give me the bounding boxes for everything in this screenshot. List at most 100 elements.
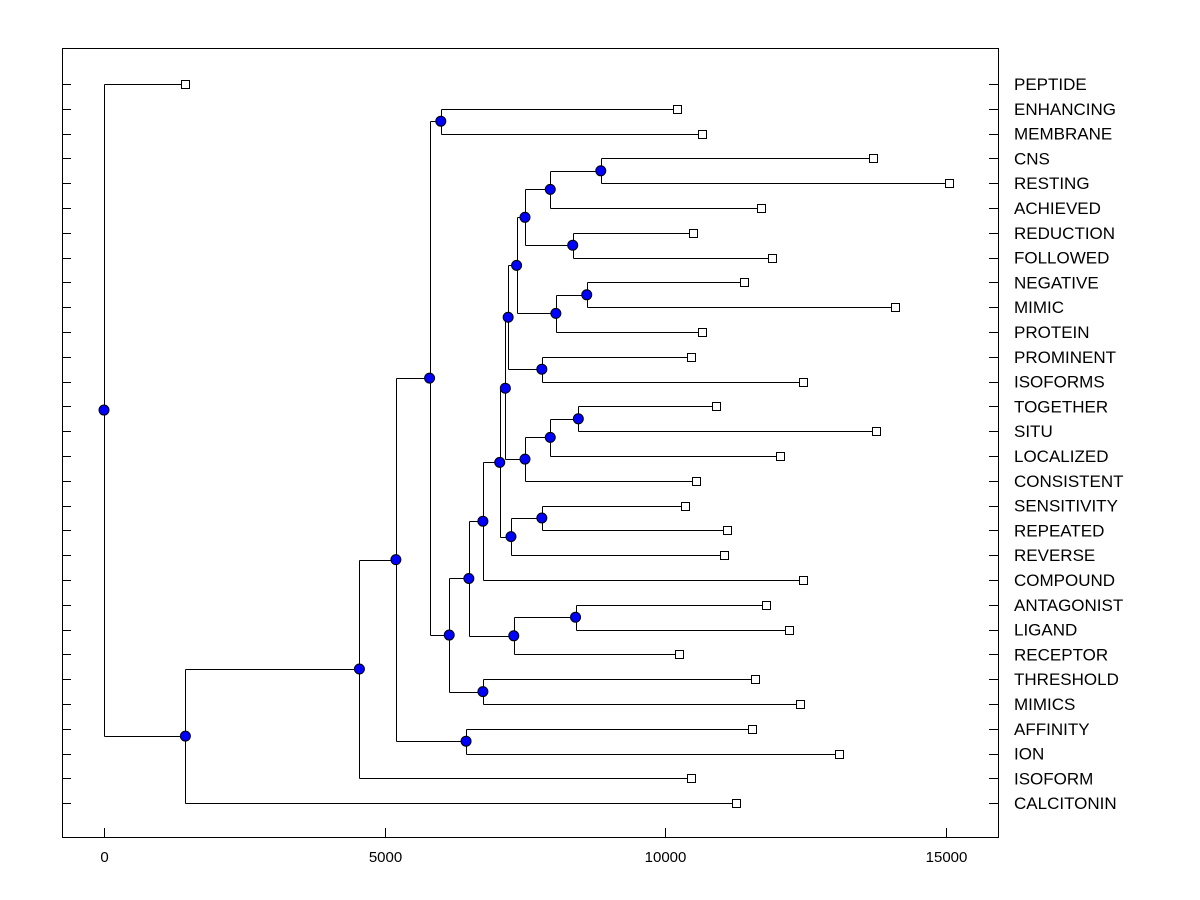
merge-node-n14 — [499, 382, 511, 394]
leaf-label-peptide: PEPTIDE — [1014, 75, 1087, 94]
leaf-marker-consistent — [692, 477, 701, 486]
leaf-marker-situ — [872, 427, 881, 436]
leaf-marker-calcitonin — [732, 799, 741, 808]
leaf-marker-mimics — [796, 700, 805, 709]
leaf-label-cns: CNS — [1014, 149, 1050, 168]
merge-node-n7 — [550, 307, 562, 319]
leaf-label-receptor: RECEPTOR — [1014, 645, 1108, 664]
merge-node-n2 — [595, 165, 607, 177]
leaf-marker-reverse — [720, 551, 729, 560]
x-axis-tick-labels: 0 5000 10000 15000 — [100, 849, 967, 866]
merge-node-n23 — [443, 629, 455, 641]
leaf-label-calcitonin: CALCITONIN — [1014, 794, 1117, 813]
merge-node-n24 — [424, 372, 436, 384]
merge-node-n18 — [477, 515, 489, 527]
merge-node-n13 — [519, 453, 531, 465]
leaf-label-mimics: MIMICS — [1014, 695, 1075, 714]
merge-node-n10 — [502, 311, 514, 323]
leaf-marker-antagonist — [762, 601, 771, 610]
leaf-label-compound: COMPOUND — [1014, 571, 1115, 590]
leaf-marker-peptide — [181, 80, 190, 89]
y-axis-ticks — [62, 84, 998, 804]
leaf-label-threshold: THRESHOLD — [1014, 670, 1119, 689]
leaf-label-together: TOGETHER — [1014, 397, 1108, 416]
leaf-marker-achieved — [757, 204, 766, 213]
leaf-marker-protein — [698, 328, 707, 337]
leaf-marker-negative — [740, 278, 749, 287]
leaf-marker-threshold — [751, 675, 760, 684]
merge-node-n26 — [390, 554, 402, 566]
leaf-label-prominent: PROMINENT — [1014, 348, 1116, 367]
x-axis-ticks — [104, 828, 947, 837]
leaf-label-sensitivity: SENSITIVITY — [1014, 497, 1118, 516]
merge-node-n15 — [536, 512, 548, 524]
leaf-label-reverse: REVERSE — [1014, 546, 1095, 565]
leaf-marker-repeated — [723, 526, 732, 535]
leaf-label-situ: SITU — [1014, 422, 1053, 441]
merge-node-n29 — [98, 404, 110, 416]
leaf-label-repeated: REPEATED — [1014, 521, 1104, 540]
merge-node-n11 — [572, 413, 584, 425]
leaf-label-antagonist: ANTAGONIST — [1014, 596, 1123, 615]
leaf-label-achieved: ACHIEVED — [1014, 199, 1101, 218]
merge-node-n9 — [536, 363, 548, 375]
merge-node-markers — [98, 115, 607, 747]
plot-frame — [62, 48, 999, 838]
leaf-label-reduction: REDUCTION — [1014, 224, 1115, 243]
merge-node-n6 — [581, 289, 593, 301]
merge-node-n19 — [570, 611, 582, 623]
x-tick-label: 15000 — [926, 849, 968, 866]
merge-node-n3 — [544, 183, 556, 195]
dendrogram-edges — [104, 84, 950, 804]
leaf-label-enhancing: ENHANCING — [1014, 100, 1116, 119]
leaf-marker-sensitivity — [681, 502, 690, 511]
leaf-marker-enhancing — [673, 105, 682, 114]
leaf-marker-ion — [835, 750, 844, 759]
merge-node-n12 — [544, 431, 556, 443]
merge-node-n20 — [508, 630, 520, 642]
leaf-labels: PEPTIDE ENHANCING MEMBRANE CNS RESTING ACHIEV… — [1014, 75, 1124, 813]
leaf-label-membrane: MEMBRANE — [1014, 125, 1112, 144]
merge-node-n27 — [353, 663, 365, 675]
leaf-marker-ligand — [785, 626, 794, 635]
leaf-marker-isoforms — [799, 378, 808, 387]
x-tick-label: 10000 — [645, 849, 687, 866]
leaf-marker-compound — [799, 576, 808, 585]
leaf-marker-affinity — [748, 725, 757, 734]
leaf-marker-membrane — [698, 130, 707, 139]
merge-node-n22 — [477, 686, 489, 698]
leaf-marker-receptor — [675, 650, 684, 659]
leaf-label-protein: PROTEIN — [1014, 323, 1090, 342]
leaf-label-followed: FOLLOWED — [1014, 249, 1109, 268]
leaf-label-consistent: CONSISTENT — [1014, 472, 1124, 491]
merge-node-n17 — [494, 456, 506, 468]
merge-node-n16 — [505, 531, 517, 543]
x-tick-label: 0 — [100, 849, 108, 866]
leaf-marker-followed — [768, 254, 777, 263]
leaf-marker-together — [712, 402, 721, 411]
leaf-markers — [181, 80, 954, 808]
leaf-label-isoform: ISOFORM — [1014, 769, 1093, 788]
leaf-label-isoforms: ISOFORMS — [1014, 373, 1105, 392]
merge-node-n1 — [435, 115, 447, 127]
leaf-marker-isoform — [687, 774, 696, 783]
leaf-label-ion: ION — [1014, 745, 1044, 764]
leaf-label-mimic: MIMIC — [1014, 298, 1064, 317]
leaf-label-resting: RESTING — [1014, 174, 1090, 193]
leaf-marker-cns — [869, 154, 878, 163]
leaf-label-affinity: AFFINITY — [1014, 720, 1090, 739]
leaf-marker-localized — [776, 452, 785, 461]
leaf-marker-mimic — [891, 303, 900, 312]
leaf-label-ligand: LIGAND — [1014, 621, 1077, 640]
leaf-marker-reduction — [689, 229, 698, 238]
merge-node-n21 — [463, 572, 475, 584]
merge-node-n5 — [519, 211, 531, 223]
merge-node-n4 — [567, 239, 579, 251]
leaf-label-localized: LOCALIZED — [1014, 447, 1108, 466]
merge-node-n8 — [511, 259, 523, 271]
x-tick-label: 5000 — [369, 849, 402, 866]
leaf-marker-prominent — [687, 353, 696, 362]
leaf-marker-resting — [945, 179, 954, 188]
merge-node-n25 — [460, 735, 472, 747]
